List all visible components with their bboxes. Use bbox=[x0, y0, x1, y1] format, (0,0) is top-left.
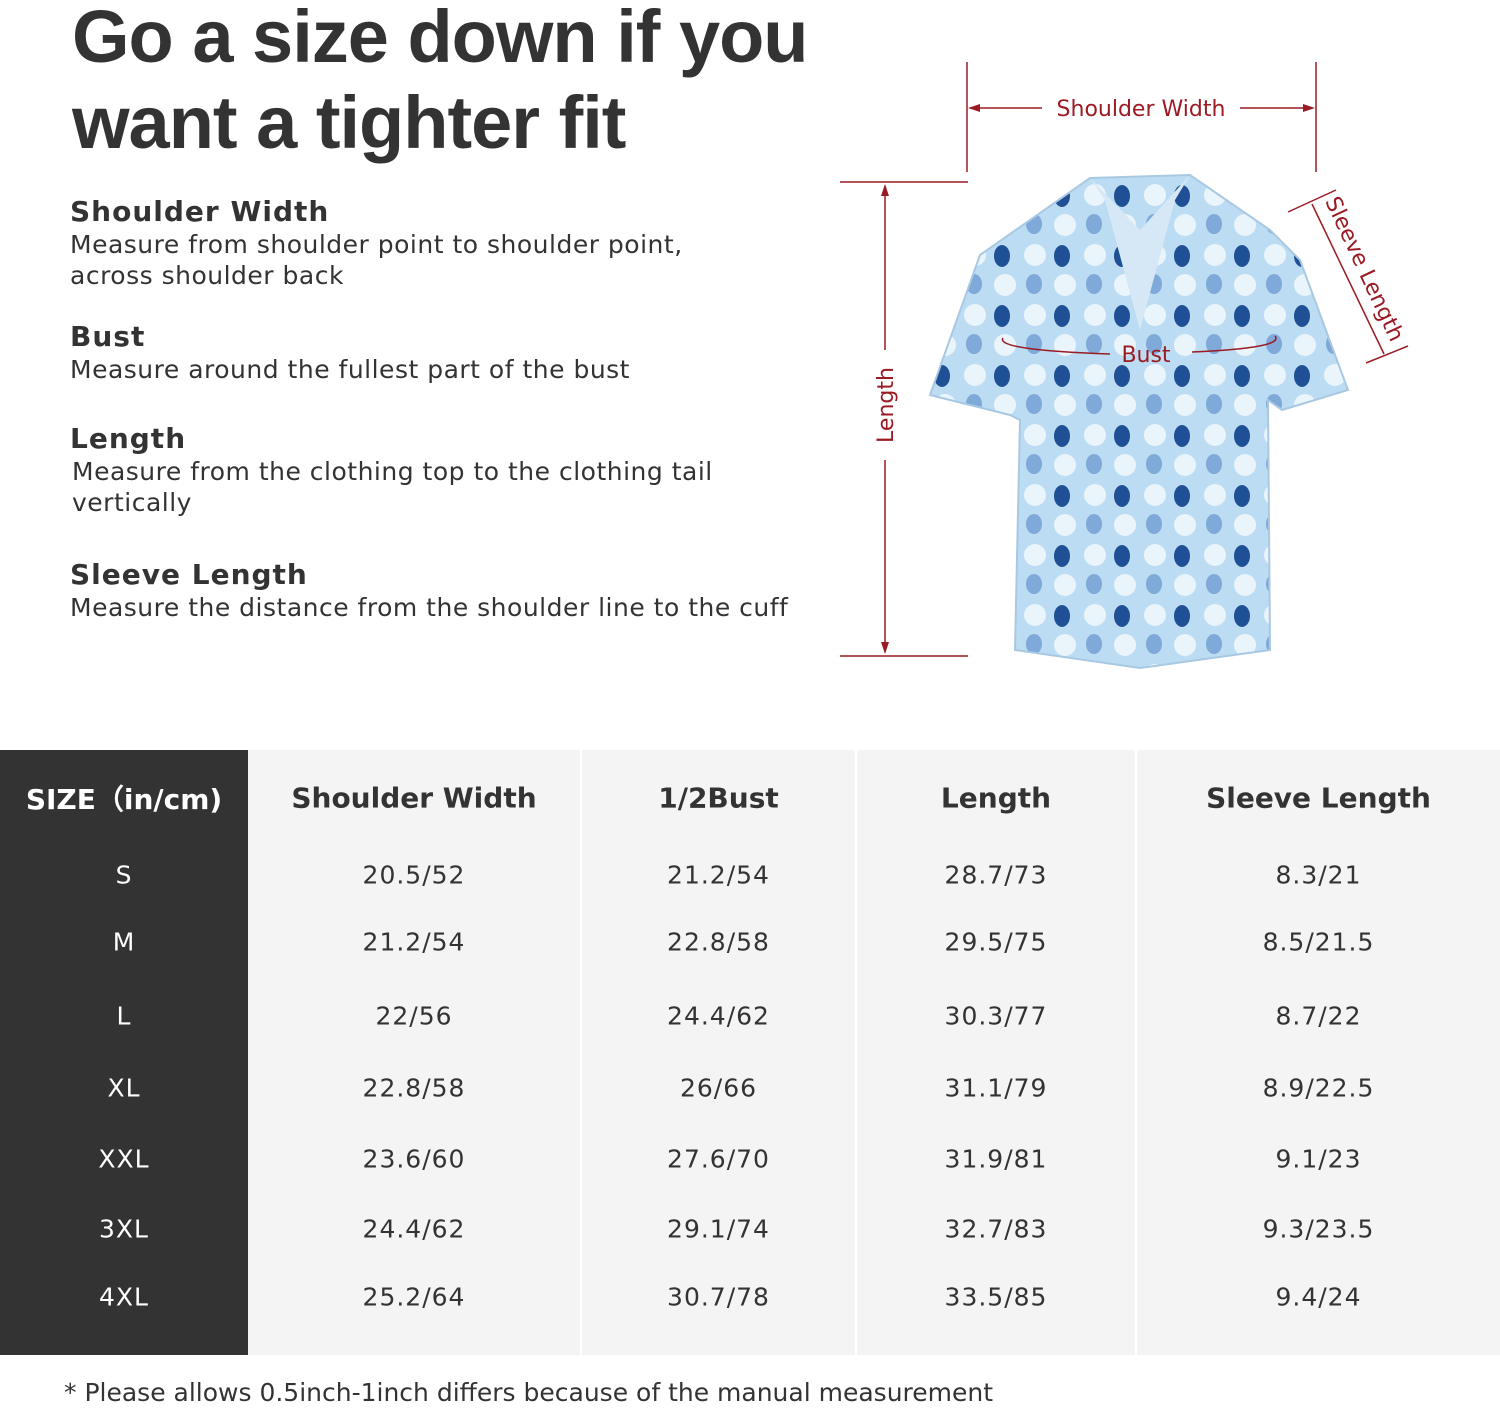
table-cell: 33.5/85 bbox=[944, 1282, 1048, 1312]
title-line-1: Go a size down if you bbox=[72, 0, 809, 78]
shirt-measurement-diagram: Shoulder Width Bust Length Sleeve Length bbox=[840, 62, 1408, 670]
size-chart-table: SIZE（in/cm) S M L XL XXL 3XL 4XL Shoulder Width 2… bbox=[0, 750, 1500, 1355]
table-cell: 31.1/79 bbox=[944, 1073, 1048, 1103]
size-label: XL bbox=[107, 1073, 141, 1103]
size-label: L bbox=[116, 1001, 132, 1031]
size-label: 3XL bbox=[99, 1214, 149, 1244]
column-header: 1/2Bust bbox=[658, 781, 779, 815]
size-label: M bbox=[112, 927, 136, 957]
section-shoulder-width: Shoulder Width Measure from shoulder poi… bbox=[70, 195, 683, 291]
table-cell: 9.4/24 bbox=[1275, 1282, 1362, 1312]
section-text: Measure around the fullest part of the b… bbox=[70, 355, 630, 384]
section-heading: Length bbox=[70, 422, 187, 455]
section-text: Measure from shoulder point to shoulder … bbox=[70, 230, 683, 290]
table-column: Shoulder Width 20.5/52 21.2/54 22/56 22.8/58… bbox=[248, 750, 580, 1355]
table-cell: 25.2/64 bbox=[362, 1282, 466, 1312]
page-title: Go a size down if you want a tighter fit bbox=[72, 0, 809, 166]
footnote: * Please allows 0.5inch-1inch differs be… bbox=[64, 1378, 994, 1407]
table-cell: 9.1/23 bbox=[1275, 1144, 1362, 1174]
table-cell: 27.6/70 bbox=[667, 1144, 770, 1174]
table-column: Sleeve Length 8.3/21 8.5/21.5 8.7/22 8.9/22.… bbox=[1137, 750, 1500, 1355]
section-text: Measure the distance from the shoulder l… bbox=[70, 593, 789, 622]
table-cell: 8.7/22 bbox=[1275, 1001, 1362, 1031]
table-cell: 20.5/52 bbox=[362, 860, 466, 890]
sleeve-length-label: Sleeve Length bbox=[1319, 193, 1408, 345]
table-cell: 31.9/81 bbox=[944, 1144, 1048, 1174]
table-cell: 24.4/62 bbox=[362, 1214, 466, 1244]
table-cell: 29.5/75 bbox=[944, 927, 1048, 957]
section-heading: Bust bbox=[70, 320, 146, 353]
table-cell: 22.8/58 bbox=[362, 1073, 466, 1103]
size-column: SIZE（in/cm) S M L XL XXL 3XL 4XL bbox=[0, 750, 248, 1355]
table-cell: 28.7/73 bbox=[944, 860, 1048, 890]
table-column: Length 28.7/73 29.5/75 30.3/77 31.1/79 31.9/8… bbox=[857, 750, 1135, 1355]
section-heading: Shoulder Width bbox=[70, 195, 330, 228]
shoulder-width-label: Shoulder Width bbox=[1057, 97, 1226, 122]
section-sleeve-length: Sleeve Length Measure the distance from … bbox=[70, 558, 788, 623]
table-cell: 30.7/78 bbox=[667, 1282, 770, 1312]
title-line-2: want a tighter fit bbox=[72, 81, 626, 164]
section-bust: Bust Measure around the fullest part of … bbox=[70, 320, 630, 385]
table-cell: 8.3/21 bbox=[1275, 860, 1362, 890]
table-cell: 8.5/21.5 bbox=[1262, 927, 1375, 957]
column-header: Shoulder Width bbox=[291, 781, 537, 815]
table-cell: 29.1/74 bbox=[667, 1214, 770, 1244]
column-header: SIZE（in/cm) bbox=[25, 783, 223, 816]
size-label: XXL bbox=[98, 1144, 150, 1174]
shirt-image bbox=[928, 173, 1350, 670]
table-cell: 24.4/62 bbox=[667, 1001, 770, 1031]
table-cell: 21.2/54 bbox=[362, 927, 466, 957]
table-cell: 22/56 bbox=[375, 1001, 453, 1031]
table-cell: 22.8/58 bbox=[667, 927, 770, 957]
table-cell: 9.3/23.5 bbox=[1262, 1214, 1375, 1244]
length-label: Length bbox=[874, 367, 899, 443]
section-length: Length Measure from the clothing top to … bbox=[70, 422, 713, 518]
table-column: 1/2Bust 21.2/54 22.8/58 24.4/62 26/66 27.6/70… bbox=[582, 750, 855, 1355]
bust-label: Bust bbox=[1121, 343, 1170, 368]
table-cell: 21.2/54 bbox=[667, 860, 770, 890]
table-cell: 23.6/60 bbox=[362, 1144, 466, 1174]
size-label: S bbox=[115, 860, 133, 890]
table-cell: 8.9/22.5 bbox=[1262, 1073, 1375, 1103]
size-label: 4XL bbox=[99, 1282, 149, 1312]
section-text: Measure from the clothing top to the clo… bbox=[72, 457, 713, 517]
column-header: Length bbox=[940, 781, 1052, 815]
table-cell: 26/66 bbox=[679, 1073, 758, 1103]
section-heading: Sleeve Length bbox=[70, 558, 308, 591]
table-cell: 32.7/83 bbox=[944, 1214, 1048, 1244]
column-header: Sleeve Length bbox=[1206, 781, 1431, 815]
table-cell: 30.3/77 bbox=[944, 1001, 1048, 1031]
